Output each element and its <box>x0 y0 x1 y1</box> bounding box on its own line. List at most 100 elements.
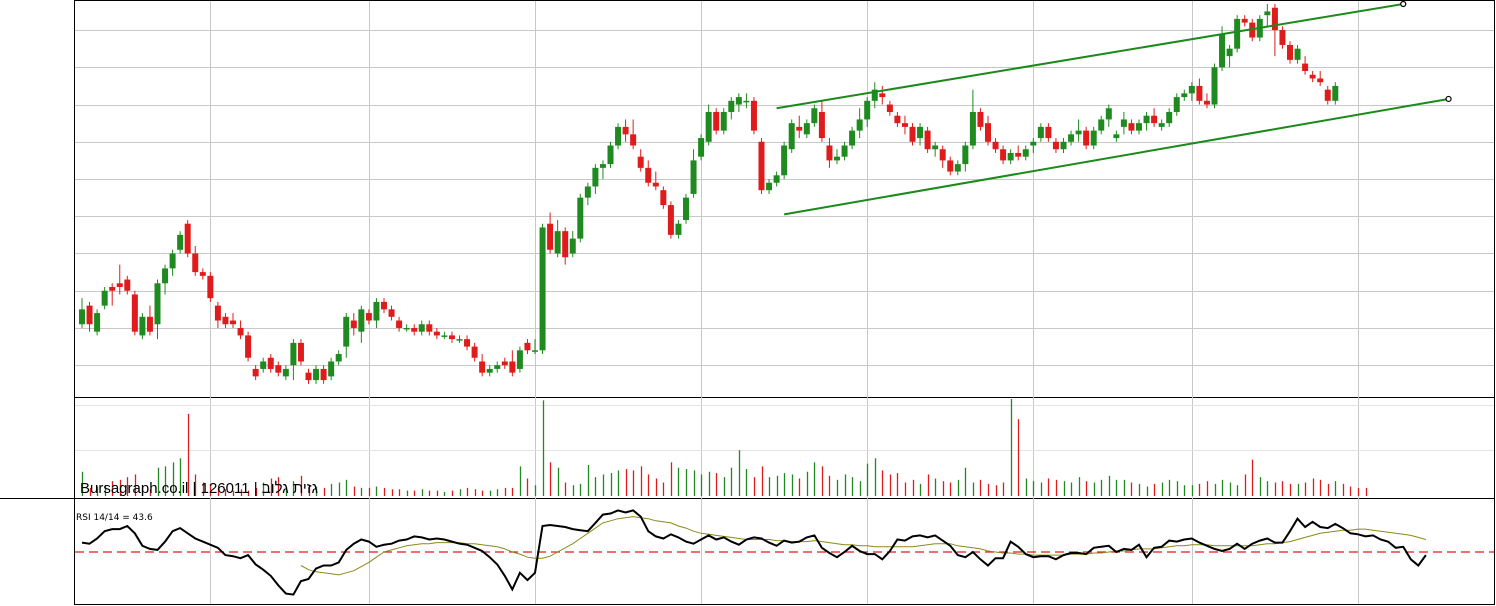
candle-body <box>1203 100 1210 105</box>
candle-body <box>781 145 788 176</box>
candle-body <box>192 253 199 273</box>
candle-body <box>1120 119 1127 127</box>
candle-body <box>426 324 433 332</box>
candle-body <box>894 115 901 124</box>
candle-body <box>207 275 214 299</box>
candle-body <box>448 335 455 340</box>
candle-body <box>1309 74 1316 79</box>
candle-body <box>773 175 780 183</box>
candle-body <box>818 111 825 139</box>
candle-body <box>698 138 705 157</box>
candle-body <box>932 145 939 150</box>
candle-body <box>169 253 176 269</box>
rsi-legend-label: RSI 14/14 = 43.6 <box>76 513 153 523</box>
brand-watermark: Bursagraph.co.il | 126011 | גזית גלוב <box>80 480 318 497</box>
rsi-moving-average-line <box>300 516 1427 576</box>
candle-body <box>124 279 131 291</box>
candle-body <box>1234 18 1241 49</box>
candle-body <box>1166 111 1173 124</box>
candle-body <box>735 97 742 105</box>
candle-body <box>1317 78 1324 83</box>
candle-body <box>1136 123 1142 131</box>
candle-body <box>947 160 954 172</box>
candle-body <box>486 368 493 373</box>
candle-body <box>335 354 342 362</box>
candle-body <box>290 342 297 366</box>
candle-body <box>396 320 403 328</box>
candle-body <box>433 331 440 336</box>
candle-body <box>1052 141 1059 150</box>
candle-body <box>667 205 674 235</box>
candle-body <box>441 335 448 337</box>
candle-body <box>864 100 871 120</box>
candle-body <box>162 268 169 284</box>
candle-body <box>554 231 561 254</box>
candle-body <box>297 342 304 362</box>
candle-body <box>146 316 153 332</box>
rsi-line <box>81 509 1427 596</box>
candle-body <box>252 368 259 377</box>
chart-frame <box>74 0 1495 605</box>
candle-body <box>501 361 508 366</box>
candle-body <box>79 309 85 325</box>
price-panel <box>79 0 1452 384</box>
trendline <box>783 97 1449 216</box>
candle-body <box>411 327 418 332</box>
candle-body <box>214 305 221 321</box>
candle-body <box>1083 130 1090 146</box>
candle-body <box>954 164 961 172</box>
candle-body <box>584 186 591 198</box>
candle-body <box>1143 115 1150 124</box>
candle-body <box>516 350 523 369</box>
candle-body <box>343 316 350 347</box>
candle-body <box>471 346 478 358</box>
candle-body <box>479 361 486 373</box>
candle-body <box>1075 130 1082 135</box>
candle-body <box>1188 85 1195 94</box>
candle-body <box>1158 123 1165 127</box>
candle-body <box>313 368 320 381</box>
candle-body <box>607 145 614 165</box>
candle-body <box>86 305 93 325</box>
candle-body <box>1332 85 1339 101</box>
candle-body <box>569 238 576 254</box>
candle-body <box>1279 30 1286 45</box>
candle-body <box>683 197 689 220</box>
candle-body <box>1098 119 1105 131</box>
candle-body <box>116 283 123 288</box>
candle-body <box>637 156 644 168</box>
candle-body <box>358 309 365 332</box>
candle-body <box>1128 123 1135 131</box>
candle-body <box>1113 134 1120 139</box>
candle-body <box>1060 141 1067 150</box>
candle-body <box>562 231 569 258</box>
candle-body <box>615 126 622 146</box>
candle-body <box>154 283 161 325</box>
candle-body <box>532 350 538 352</box>
candle-body <box>456 339 463 341</box>
candle-body <box>381 301 387 310</box>
candle-body <box>524 342 531 351</box>
candle-body <box>539 227 546 351</box>
candle-body <box>796 126 803 131</box>
candle-body <box>1294 48 1301 60</box>
candle-body <box>199 272 206 276</box>
candle-body <box>365 313 372 321</box>
candle-body <box>230 320 236 325</box>
candle-body <box>1151 115 1158 124</box>
candle-body <box>758 141 765 191</box>
candle-body <box>1219 33 1226 68</box>
candle-body <box>1022 149 1029 157</box>
grid <box>75 1 1494 604</box>
candle-body <box>879 93 886 98</box>
candle-body <box>652 182 659 187</box>
candle-body <box>1271 7 1278 31</box>
candle-body <box>788 123 795 150</box>
rsi-panel <box>75 509 1494 596</box>
candle-body <box>1211 67 1218 105</box>
candle-body <box>766 182 773 191</box>
candle-body <box>373 301 380 321</box>
candle-body <box>849 130 856 146</box>
candle-body <box>962 145 969 165</box>
